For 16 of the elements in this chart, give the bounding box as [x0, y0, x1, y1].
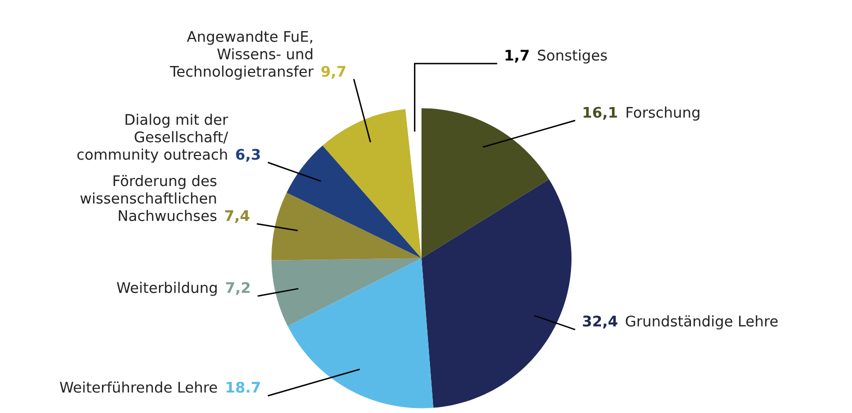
data-label: 1,7	[506, 50, 529, 63]
data-label: 16,1	[584, 106, 617, 120]
slice-label: Weiterführende Lehre	[60, 381, 217, 393]
slice-label: Dialog mit der Gesellschaft/ community outreach	[77, 114, 228, 163]
data-label: 7,2	[226, 282, 250, 295]
data-label: 9,7	[321, 66, 346, 79]
slice-label: Angewandte FuE, Wissens- und Technologietransfer	[170, 30, 314, 80]
slice-label: Forschung	[626, 106, 700, 121]
data-label: 6,3	[236, 148, 260, 162]
data-label: 32,4	[582, 316, 618, 328]
slice-label: Grundständige Lehre	[626, 315, 778, 330]
slice-label: Sonstiges	[538, 49, 607, 64]
slice-label: Weiterbildung	[116, 282, 217, 296]
data-label: 7,4	[225, 210, 250, 224]
data-label: 18.7	[226, 382, 260, 393]
slice-label: Förderung des wissenschaftlichen Nachwuchses	[80, 174, 216, 222]
